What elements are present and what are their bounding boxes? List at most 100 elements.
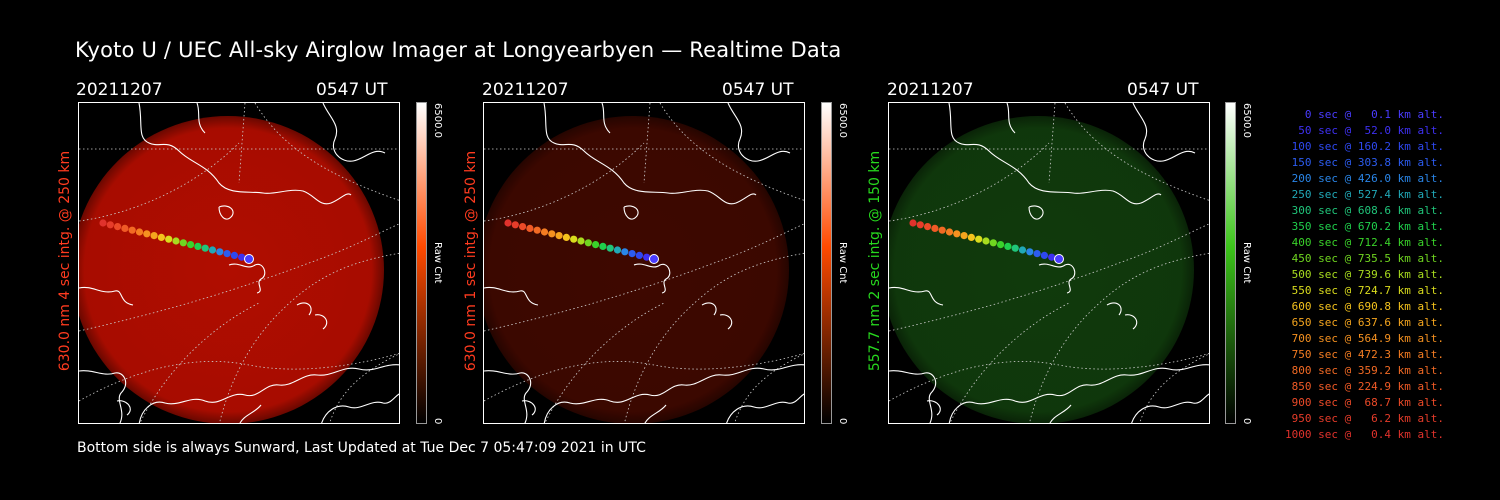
legend-row: 1000 sec @ 0.4 km alt.: [1285, 428, 1444, 441]
coastline: [601, 103, 611, 134]
coastline: [623, 205, 639, 220]
coastline: [726, 393, 804, 423]
coastline: [1106, 302, 1122, 316]
trajectory-point: [1004, 242, 1012, 250]
trajectory-point: [526, 224, 534, 232]
trajectory-point: [179, 239, 187, 247]
trajectory-point: [1033, 250, 1041, 258]
legend-row: 250 sec @ 527.4 km alt.: [1285, 188, 1444, 201]
trajectory-point: [931, 224, 939, 232]
trajectory-point: [584, 239, 592, 247]
lat-lon-gridline: [1029, 252, 1209, 423]
panel-3-cbar-unit: Raw Cnt: [1241, 242, 1252, 284]
legend-row: 400 sec @ 712.4 km alt.: [1285, 236, 1444, 249]
coastline: [239, 404, 262, 423]
coastline: [79, 286, 134, 306]
panel-1-cbar-min: 0: [432, 418, 443, 425]
coastline: [79, 370, 127, 423]
legend-row: 300 sec @ 608.6 km alt.: [1285, 204, 1444, 217]
trajectory-point: [150, 232, 158, 240]
trajectory-point: [194, 242, 202, 250]
panel-2-image: [483, 102, 805, 424]
panel-3-map: [889, 103, 1209, 423]
panel-3-time: 0547 UT: [1127, 80, 1199, 100]
lat-lon-gridline: [544, 302, 665, 423]
legend-row: 450 sec @ 735.5 km alt.: [1285, 252, 1444, 265]
footer-status: Bottom side is always Sunward, Last Upda…: [77, 440, 646, 456]
coastline: [1006, 103, 1016, 134]
legend-row: 100 sec @ 160.2 km alt.: [1285, 140, 1444, 153]
coastline: [948, 364, 1209, 423]
trajectory-point: [570, 235, 578, 243]
trajectory-point: [606, 244, 614, 252]
coastline: [633, 263, 671, 294]
coastline: [1124, 314, 1138, 330]
panel-2-colorbar: [821, 102, 832, 424]
trajectory-point: [172, 237, 180, 245]
coastline: [1132, 103, 1196, 162]
trajectory-point: [1040, 251, 1048, 259]
trajectory-point: [504, 219, 512, 227]
trajectory-point: [143, 230, 151, 238]
coastline: [1049, 404, 1072, 423]
lat-lon-gridline: [659, 103, 804, 201]
trajectory-point: [628, 250, 636, 258]
panel-3-ylabel: 557.7 nm 2 sec intg. @ 150 km: [867, 150, 883, 372]
trajectory-point: [99, 219, 107, 227]
coastline: [701, 302, 717, 316]
legend-row: 600 sec @ 690.8 km alt.: [1285, 300, 1444, 313]
trajectory-point: [187, 241, 195, 249]
legend-row: 650 sec @ 637.6 km alt.: [1285, 316, 1444, 329]
trajectory-point: [121, 224, 129, 232]
lat-lon-gridline: [949, 302, 1070, 423]
lat-lon-gridline: [484, 142, 645, 222]
lat-lon-gridline: [889, 353, 1209, 402]
trajectory-point: [967, 233, 975, 241]
trajectory-point: [1054, 254, 1064, 264]
trajectory-point: [945, 228, 954, 236]
trajectory-point: [997, 241, 1005, 249]
coastline: [1028, 205, 1044, 220]
legend-row: 0 sec @ 0.1 km alt.: [1285, 108, 1444, 121]
trajectory-point: [1048, 253, 1056, 261]
trajectory-point: [1026, 248, 1034, 256]
coastline: [322, 103, 386, 162]
trajectory-point: [599, 242, 607, 250]
panel-1-time: 0547 UT: [316, 80, 388, 100]
trajectory-point: [533, 226, 541, 234]
lat-lon-gridline: [139, 302, 260, 423]
coastline: [889, 286, 944, 306]
panel-1-colorbar: [416, 102, 427, 424]
lat-lon-gridline: [238, 103, 246, 184]
panel-2-cbar-unit: Raw Cnt: [837, 242, 848, 284]
coastline: [1038, 263, 1076, 294]
lat-lon-gridline: [79, 353, 399, 402]
trajectory-point: [216, 248, 224, 256]
trajectory-point: [562, 233, 570, 241]
coastline: [138, 103, 352, 205]
lat-lon-gridline: [79, 223, 399, 332]
trajectory-point: [540, 228, 549, 236]
coastline: [116, 400, 131, 416]
panel-3-cbar-max: 6500.0: [1241, 103, 1252, 138]
coastline: [948, 103, 1162, 205]
trajectory-point: [165, 235, 173, 243]
trajectory-point: [230, 251, 238, 259]
lat-lon-gridline: [889, 142, 1050, 222]
lat-lon-gridline: [1064, 103, 1209, 201]
coastline: [1131, 393, 1209, 423]
trajectory-point: [621, 248, 629, 256]
trajectory-point: [982, 237, 990, 245]
legend-row: 200 sec @ 426.0 km alt.: [1285, 172, 1444, 185]
trajectory-point: [989, 239, 997, 247]
legend-row: 50 sec @ 52.0 km alt.: [1285, 124, 1444, 137]
lat-lon-gridline: [219, 252, 399, 423]
trajectory-point: [938, 226, 946, 234]
coastline: [644, 404, 667, 423]
coastline: [296, 302, 312, 316]
trajectory-point: [916, 221, 924, 229]
trajectory-point: [201, 244, 209, 252]
trajectory-point: [924, 223, 932, 231]
coastline: [521, 400, 536, 416]
coastline: [926, 400, 941, 416]
